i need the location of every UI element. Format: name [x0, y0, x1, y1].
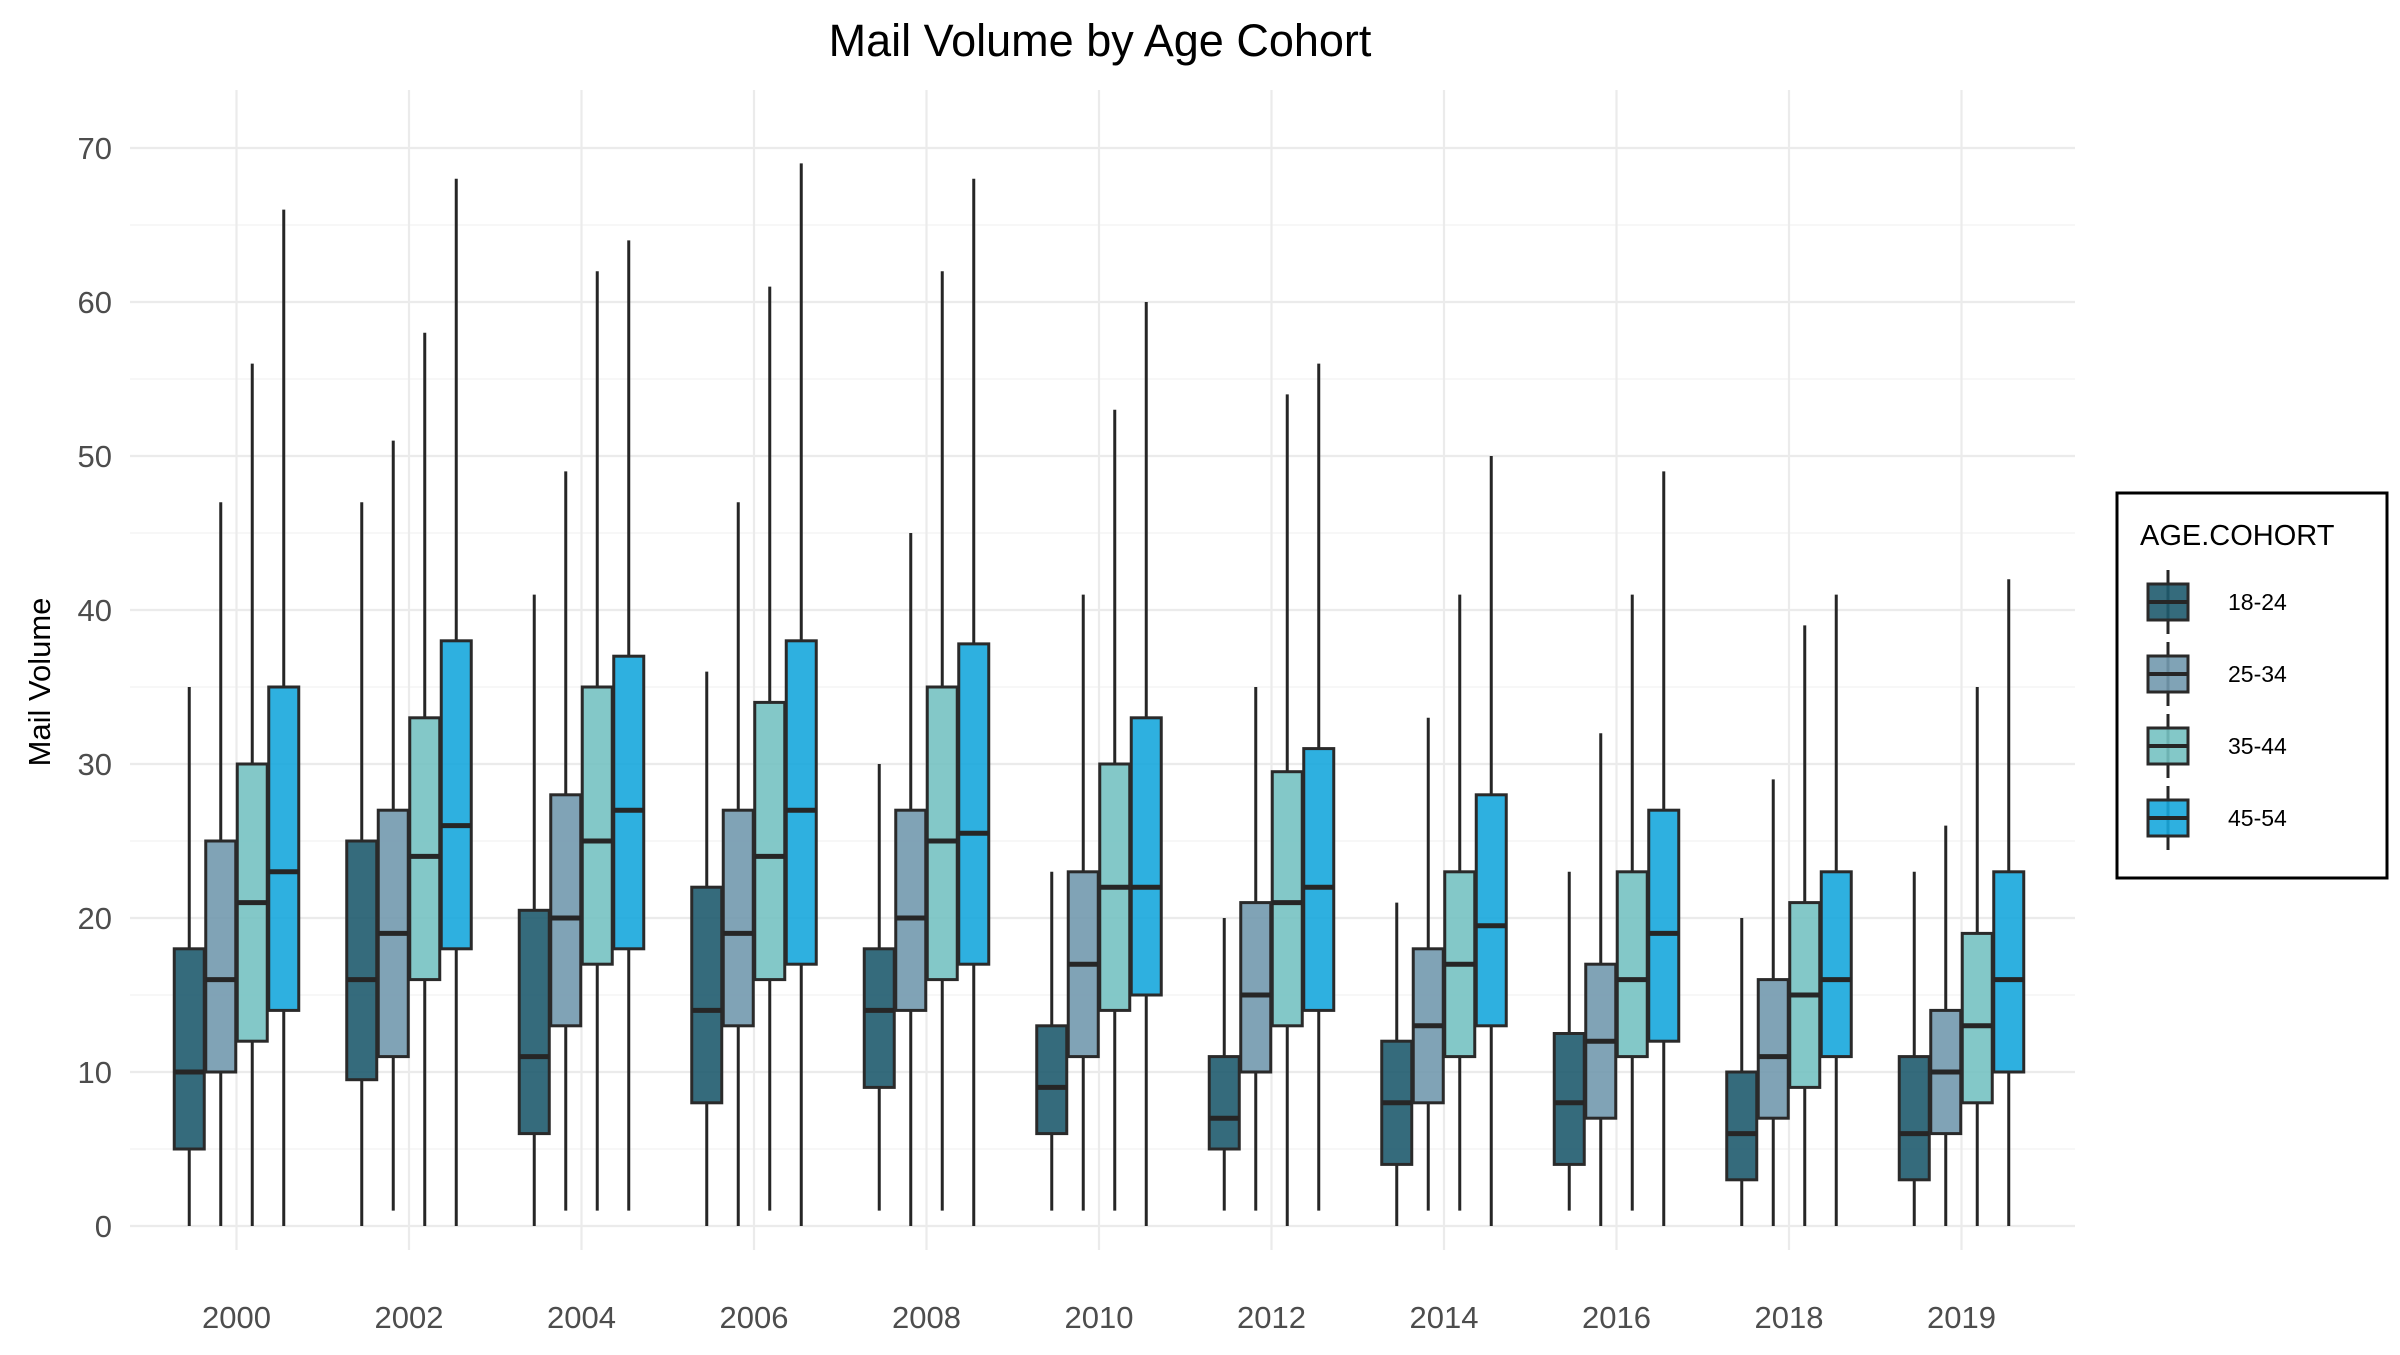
- box: [1725, 1070, 1759, 1182]
- plot-area: [172, 163, 2026, 1226]
- series-45-54: [267, 163, 2026, 1226]
- y-tick-label: 70: [78, 131, 112, 166]
- legend: AGE.COHORT 18-24 25-34 35-44 45-54: [2115, 491, 2389, 880]
- chart-title: Mail Volume by Age Cohort: [829, 15, 1372, 66]
- y-axis-title: Mail Volume: [22, 598, 57, 767]
- legend-item: 18-24: [2146, 570, 2287, 634]
- box: [1474, 793, 1508, 1028]
- box: [925, 685, 959, 982]
- box: [1992, 870, 2026, 1074]
- y-tick-label: 40: [78, 593, 112, 628]
- box: [1615, 870, 1649, 1059]
- x-tick-label: 2014: [1410, 1300, 1479, 1335]
- y-tick-label: 20: [78, 901, 112, 936]
- y-tick-label: 10: [78, 1055, 112, 1090]
- box: [549, 793, 583, 1028]
- box: [1819, 870, 1853, 1059]
- x-tick-label: 2019: [1927, 1300, 1996, 1335]
- legend-item: 45-54: [2146, 786, 2287, 850]
- legend-label: 45-54: [2228, 805, 2287, 831]
- x-tick-label: 2012: [1237, 1300, 1306, 1335]
- box: [439, 639, 473, 951]
- box: [957, 642, 991, 966]
- x-tick-label: 2002: [375, 1300, 444, 1335]
- box: [690, 885, 724, 1105]
- box: [1035, 1024, 1069, 1136]
- x-tick-label: 2010: [1065, 1300, 1134, 1335]
- y-tick-label: 0: [95, 1209, 112, 1244]
- box: [1647, 808, 1681, 1043]
- box: [345, 839, 379, 1082]
- box: [1270, 770, 1304, 1028]
- box: [1552, 1032, 1586, 1166]
- box: [1239, 901, 1273, 1074]
- box: [172, 947, 206, 1151]
- x-tick-label: 2000: [202, 1300, 271, 1335]
- box: [204, 839, 238, 1074]
- box: [1302, 747, 1336, 1012]
- box: [612, 654, 646, 951]
- box: [1207, 1055, 1241, 1151]
- y-tick-label: 30: [78, 747, 112, 782]
- legend-label: 18-24: [2228, 589, 2287, 615]
- x-tick-label: 2004: [547, 1300, 616, 1335]
- box: [517, 908, 551, 1136]
- box: [753, 700, 787, 982]
- box: [1897, 1055, 1931, 1182]
- x-tick-label: 2006: [720, 1300, 789, 1335]
- axes: 0 10 20 30 40 50 60 70 2000 2002 2004 2006 2008 2010 2…: [78, 131, 1996, 1335]
- box: [1129, 716, 1163, 997]
- box: [580, 685, 614, 966]
- box: [721, 808, 755, 1028]
- legend-label: 25-34: [2228, 661, 2287, 687]
- y-tick-label: 50: [78, 439, 112, 474]
- x-tick-label: 2008: [892, 1300, 961, 1335]
- box: [894, 808, 928, 1012]
- box: [862, 947, 896, 1089]
- box: [1960, 931, 1994, 1105]
- legend-item: 35-44: [2146, 714, 2287, 778]
- x-tick-label: 2018: [1755, 1300, 1824, 1335]
- legend-label: 35-44: [2228, 733, 2287, 759]
- legend-title: AGE.COHORT: [2140, 520, 2335, 552]
- y-tick-label: 60: [78, 285, 112, 320]
- x-tick-label: 2016: [1582, 1300, 1651, 1335]
- legend-item: 25-34: [2146, 642, 2287, 706]
- box: [1756, 978, 1790, 1120]
- box: [267, 685, 301, 1012]
- box: [784, 639, 818, 966]
- box: [408, 716, 442, 982]
